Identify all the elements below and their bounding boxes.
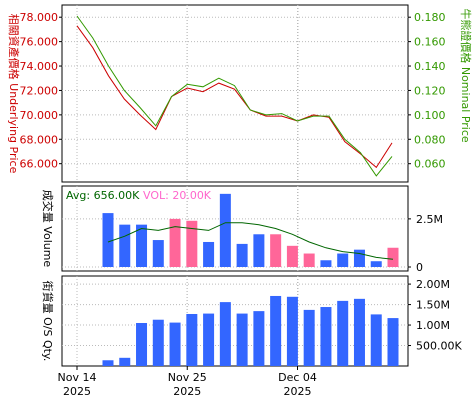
outstanding-bar xyxy=(186,313,198,366)
volume-bar xyxy=(337,253,349,267)
left-tick-label: 66.000 xyxy=(20,158,59,171)
volume-legend: VOL: 20.00K xyxy=(143,189,212,202)
left-tick-label: 72.000 xyxy=(20,84,59,97)
right-tick-label: 0.140 xyxy=(414,60,446,73)
left-tick-label: 74.000 xyxy=(20,60,59,73)
average-volume-legend: Avg: 656.00K xyxy=(66,189,140,202)
outstanding-bar xyxy=(219,302,231,366)
average-volume-line xyxy=(107,222,394,260)
price-panel-frame xyxy=(61,4,409,183)
outstanding-axis-label: 街貨量 O/S Qty. xyxy=(41,281,55,362)
volume-bar xyxy=(203,241,215,267)
outstanding-bar xyxy=(387,318,399,366)
volume-bar xyxy=(370,261,382,267)
volume-bar xyxy=(219,193,231,267)
right-tick-label: 0.060 xyxy=(414,158,446,171)
underlying-price-axis-label: 相關資產價格 Underlying Price xyxy=(7,14,21,174)
volume-tick-label: 2.5M xyxy=(416,213,443,226)
volume-bar xyxy=(102,213,114,267)
outstanding-bar xyxy=(152,319,164,366)
volume-bar xyxy=(119,224,131,267)
outstanding-bar xyxy=(169,322,181,366)
volume-bar xyxy=(169,218,181,267)
x-tick-label: Nov 25 xyxy=(168,371,207,384)
volume-bar xyxy=(303,253,315,267)
volume-bar xyxy=(353,249,365,267)
volume-bar xyxy=(320,260,332,267)
volume-bar xyxy=(253,234,265,267)
outstanding-panel-frame xyxy=(61,275,409,367)
volume-bar xyxy=(152,240,164,267)
outstanding-bar xyxy=(102,360,114,366)
outstanding-bar xyxy=(236,313,248,366)
outstanding-tick-label: 2.00M xyxy=(416,278,450,291)
outstanding-bar xyxy=(286,296,298,366)
outstanding-tick-label: 500.00K xyxy=(416,340,462,353)
left-tick-label: 68.000 xyxy=(20,133,59,146)
volume-bar xyxy=(236,243,248,267)
outstanding-bar xyxy=(303,309,315,366)
outstanding-bar xyxy=(353,298,365,366)
outstanding-tick-label: 1.50M xyxy=(416,299,450,312)
left-tick-label: 70.000 xyxy=(20,109,59,122)
x-tick-label: Nov 14 xyxy=(58,371,97,384)
right-tick-label: 0.180 xyxy=(414,11,446,24)
right-tick-label: 0.120 xyxy=(414,84,446,97)
left-tick-label: 78.000 xyxy=(20,11,59,24)
volume-axis-label: 成交量 Volume xyxy=(41,190,55,268)
outstanding-bar xyxy=(119,357,131,366)
x-tick-year: 2025 xyxy=(173,385,201,398)
x-tick-year: 2025 xyxy=(284,385,312,398)
right-tick-label: 0.080 xyxy=(414,133,446,146)
outstanding-bar xyxy=(337,300,349,366)
left-tick-label: 76.000 xyxy=(20,36,59,49)
underlying-price-line xyxy=(76,25,393,169)
volume-tick-label: 0 xyxy=(416,261,423,274)
nominal-price-line xyxy=(76,15,393,177)
outstanding-tick-label: 1.00M xyxy=(416,319,450,332)
volume-bar xyxy=(387,247,399,267)
nominal-price-axis-label: 牛熊證價格 Nominal Price xyxy=(459,8,473,143)
outstanding-bar xyxy=(136,323,148,366)
volume-bar xyxy=(186,220,198,267)
right-tick-label: 0.100 xyxy=(414,109,446,122)
volume-bar xyxy=(286,245,298,267)
outstanding-bar xyxy=(270,295,282,366)
outstanding-bar xyxy=(320,307,332,366)
x-tick-year: 2025 xyxy=(63,385,91,398)
outstanding-bar xyxy=(370,314,382,366)
volume-bar xyxy=(136,224,148,267)
x-tick-label: Dec 04 xyxy=(278,371,317,384)
outstanding-bar xyxy=(203,313,215,366)
outstanding-bar xyxy=(253,311,265,366)
volume-bar xyxy=(270,234,282,267)
right-tick-label: 0.160 xyxy=(414,36,446,49)
